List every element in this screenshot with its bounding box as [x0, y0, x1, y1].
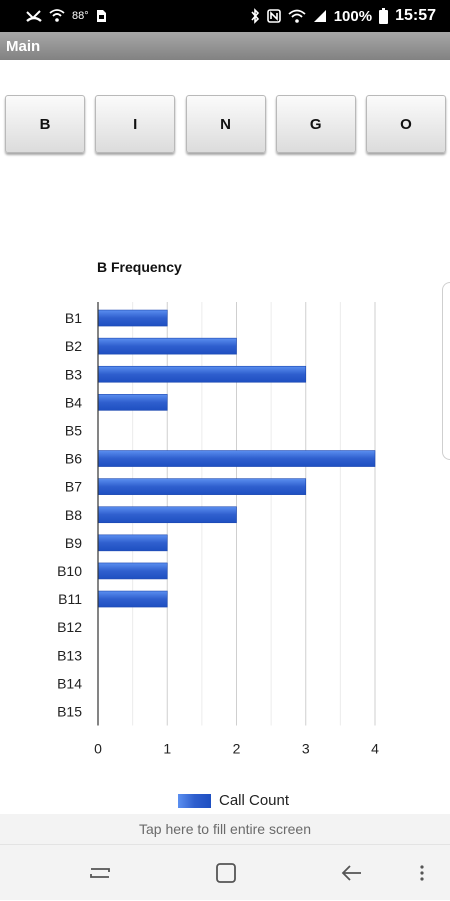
g-button[interactable]: G — [275, 95, 356, 153]
status-right: 100% 15:57 — [250, 7, 436, 25]
category-label-b15: B15 — [57, 703, 82, 719]
sd-card-icon — [96, 9, 107, 23]
category-label-b10: B10 — [57, 563, 82, 579]
frequency-chart: B1 B2 B3 B4 B5 B6 B7 B8 B9 B10 B11 B12 B13 B14 B15 0 1 2 3… — [57, 302, 379, 757]
category-label-b9: B9 — [65, 535, 82, 551]
clock: 15:57 — [395, 7, 436, 24]
category-label-b5: B5 — [65, 422, 82, 438]
x-tick-label-1: 1 — [163, 741, 171, 757]
category-label-b14: B14 — [57, 675, 82, 691]
more-options-icon[interactable] — [408, 845, 436, 901]
navigation-bar — [0, 844, 450, 900]
bar-b11 — [97, 590, 168, 608]
category-label-b8: B8 — [65, 507, 82, 523]
status-bar: 88° 100% 15:57 — [0, 0, 450, 32]
battery-icon — [379, 8, 389, 24]
i-button[interactable]: I — [95, 95, 176, 153]
category-label-b6: B6 — [65, 451, 82, 467]
category-label-b13: B13 — [57, 647, 82, 663]
bar-b3 — [97, 365, 307, 383]
x-tick-label-4: 4 — [371, 741, 379, 757]
back-icon[interactable] — [322, 845, 382, 901]
bar-b7 — [97, 478, 307, 495]
legend-swatch — [178, 793, 211, 808]
side-drawer-handle[interactable] — [442, 282, 450, 460]
legend-label: Call Count — [219, 792, 290, 809]
missed-call-icon — [26, 9, 42, 23]
category-label-b7: B7 — [65, 479, 82, 495]
bar-b10 — [97, 562, 168, 580]
bar-b8 — [97, 506, 237, 524]
status-left: 88° — [26, 9, 107, 23]
wifi-calling-icon — [49, 9, 65, 23]
recent-apps-icon[interactable] — [70, 845, 130, 901]
home-icon[interactable] — [196, 845, 256, 901]
bar-b9 — [97, 534, 168, 552]
title-bar: Main — [0, 32, 450, 60]
category-label-b2: B2 — [65, 338, 82, 354]
b-button[interactable]: B — [5, 95, 85, 153]
bingo-button-row: B I N G O — [5, 95, 446, 153]
o-button[interactable]: O — [366, 95, 446, 153]
bluetooth-icon — [250, 8, 260, 24]
fill-screen-button[interactable]: Tap here to fill entire screen — [0, 814, 450, 844]
category-label-b12: B12 — [57, 619, 82, 635]
app-title: Main — [6, 37, 41, 55]
category-label-b1: B1 — [65, 310, 82, 326]
bar-b6 — [97, 450, 376, 467]
bar-b1 — [97, 309, 168, 327]
x-tick-label-2: 2 — [233, 741, 241, 757]
category-label-b3: B3 — [65, 366, 82, 382]
x-tick-label-3: 3 — [302, 741, 310, 757]
signal-icon — [313, 9, 327, 23]
category-label-b4: B4 — [65, 394, 82, 410]
chart-title: B Frequency — [97, 259, 182, 275]
bar-b4 — [97, 394, 168, 411]
fill-screen-label: Tap here to fill entire screen — [139, 821, 311, 837]
temperature: 88° — [72, 10, 89, 22]
nfc-icon — [266, 9, 281, 23]
category-label-b11: B11 — [58, 591, 82, 607]
chart-legend: Call Count — [178, 792, 289, 809]
battery-percent: 100% — [333, 7, 373, 25]
bar-b2 — [97, 337, 237, 355]
x-tick-label-0: 0 — [94, 741, 102, 757]
wifi-icon — [288, 9, 306, 23]
n-button[interactable]: N — [185, 95, 266, 153]
